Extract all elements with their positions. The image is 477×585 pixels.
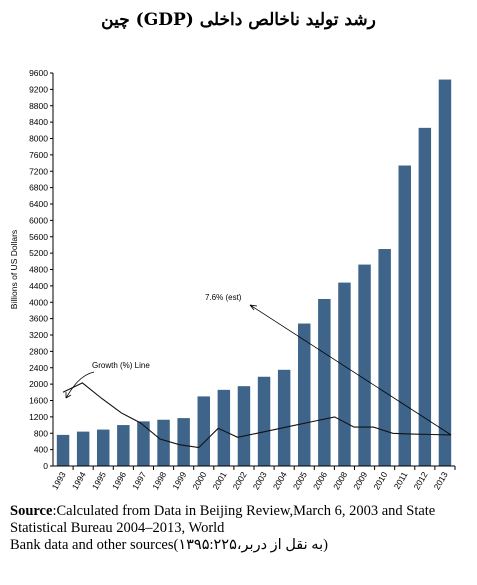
bar [438, 79, 452, 467]
y-tick-label: 1200 [29, 412, 48, 422]
x-tick-label: 2009 [351, 470, 369, 492]
bar [418, 127, 432, 466]
bar [97, 429, 110, 466]
x-tick-label: 1993 [50, 470, 68, 492]
y-axis: 0 400 800 1200 1600 2000 2400 2800 3200 3600 4000 4… [9, 68, 54, 471]
y-tick-label: 4800 [29, 265, 48, 275]
chart-title: رشد تولید ناخالص داخلی (GDP) چین [101, 10, 376, 30]
source-line-3: Bank data and other sources(به نقل از در… [10, 537, 470, 554]
y-tick-label: 4000 [29, 297, 48, 307]
x-tick-label: 1997 [130, 470, 148, 492]
y-tick-label: 6800 [29, 183, 48, 193]
estimate-annotation: 7.6% (est) [205, 293, 242, 302]
bar [197, 396, 210, 466]
x-tick-label: 1999 [170, 470, 188, 492]
y-tick-label: 6400 [29, 199, 48, 209]
y-tick-label: 0 [43, 461, 48, 471]
y-tick-label: 9200 [29, 84, 48, 94]
y-tick-label: 9600 [29, 68, 48, 78]
bar [76, 431, 90, 466]
x-tick-label: 1994 [70, 470, 88, 492]
bar [117, 425, 130, 466]
source-line-1: Source:Calculated from Data in Beijing R… [10, 503, 470, 520]
bars [56, 79, 452, 467]
y-tick-label: 8800 [29, 101, 48, 111]
y-tick-label: 800 [34, 428, 48, 438]
bar [378, 249, 391, 466]
x-tick-label: 2006 [311, 470, 329, 492]
source-text-1: :Calculated from Data in Beijing Review,… [52, 503, 436, 519]
y-axis-label: Billions of US Dollars [9, 230, 19, 309]
bar [298, 323, 311, 466]
y-tick-label: 7600 [29, 150, 48, 160]
y-tick-label: 3600 [29, 314, 48, 324]
bar [157, 419, 170, 466]
y-tick-label: 2800 [29, 346, 48, 356]
x-tick-label: 2013 [432, 470, 450, 492]
y-tick-label: 1600 [29, 396, 48, 406]
y-tick-label: 7200 [29, 166, 48, 176]
y-tick-label: 4400 [29, 281, 48, 291]
x-tick-label: 2005 [291, 470, 309, 492]
x-tick-label: 2004 [271, 470, 289, 492]
source-text-3: Bank data and other sources [10, 537, 174, 553]
growth-label-arrowhead [65, 392, 72, 399]
y-tick-label: 3200 [29, 330, 48, 340]
y-tick-label: 2400 [29, 363, 48, 373]
y-tick-label: 6000 [29, 215, 48, 225]
y-tick-label: 8400 [29, 117, 48, 127]
source-citation: (به نقل از دربر،۱۳۹۵:۲۲۵) [173, 537, 328, 553]
x-tick-label: 2002 [231, 470, 249, 492]
bar [257, 376, 271, 466]
growth-label-pointer [65, 371, 95, 399]
x-tick-label: 2000 [190, 470, 208, 492]
growth-line-label: Growth (%) Line [92, 361, 150, 370]
bar [217, 389, 231, 466]
bar [318, 298, 331, 466]
y-tick-label: 5600 [29, 232, 48, 242]
bar [56, 434, 70, 466]
x-tick-label: 1996 [110, 470, 128, 492]
x-tick-label: 2010 [371, 470, 389, 492]
x-tick-label: 2001 [210, 470, 228, 492]
y-tick-label: 2000 [29, 379, 48, 389]
y-tick-label: 8000 [29, 134, 48, 144]
bar [177, 418, 190, 466]
y-tick-label: 5200 [29, 248, 48, 258]
bar [398, 165, 411, 467]
x-tick-label: 2003 [251, 470, 269, 492]
source-line-2: Statistical Bureau 2004–2013, World [10, 520, 225, 536]
bar [338, 282, 351, 466]
x-tick-label: 2011 [392, 470, 410, 491]
growth-line [62, 382, 452, 449]
growth-line-group [62, 382, 452, 449]
bar [277, 369, 291, 466]
estimate-arrowhead [249, 304, 258, 311]
source-note: Source:Calculated from Data in Beijing R… [10, 503, 470, 554]
bar [237, 386, 251, 466]
bar [358, 264, 371, 466]
x-axis: 1993 1994 1995 1996 1997 1998 1999 2000 2001 2002… [50, 465, 456, 492]
x-tick-label: 1995 [90, 470, 108, 492]
annotations: Growth (%) Line 7.6% (est) [65, 293, 452, 436]
bar [137, 421, 150, 466]
estimate-pointer [249, 304, 452, 436]
source-label: Source [10, 503, 53, 519]
y-tick-label: 400 [34, 445, 48, 455]
x-tick-label: 2008 [331, 470, 349, 492]
x-tick-label: 2012 [411, 470, 429, 492]
x-tick-label: 1998 [150, 470, 168, 492]
gdp-bar-chart: 0 400 800 1200 1600 2000 2400 2800 3200 3600 4000 4… [9, 68, 456, 492]
